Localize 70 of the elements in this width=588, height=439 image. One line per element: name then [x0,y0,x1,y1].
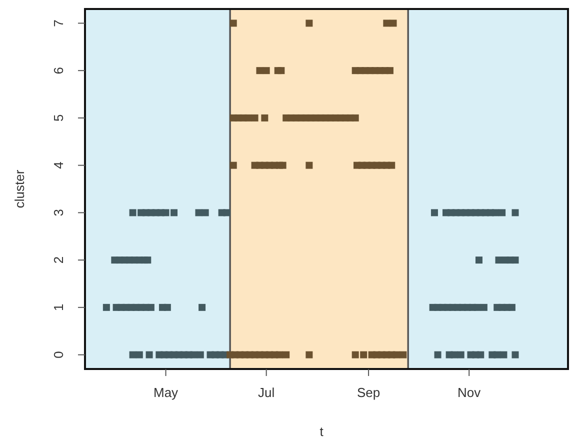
point [190,351,198,358]
y-tick-label: 7 [51,20,66,27]
point [282,351,290,358]
point [278,67,285,74]
point [102,304,110,311]
point [196,351,204,358]
point [276,351,284,358]
point [162,209,170,216]
point [256,67,264,74]
point [244,114,252,122]
point [262,67,270,74]
y-tick-label: 3 [51,209,66,216]
point [386,67,394,74]
y-tick-label: 2 [51,256,66,264]
point [223,209,230,216]
point [352,351,359,358]
point [279,162,286,169]
point [251,114,258,122]
point [450,351,458,358]
point [202,209,209,216]
x-tick-label: Nov [458,385,482,400]
y-tick-label: 0 [51,351,66,358]
x-axis-title: t [320,424,324,439]
point [512,256,519,264]
point [306,20,313,27]
point [170,209,178,216]
point [136,351,143,358]
point [500,351,508,358]
point [434,351,442,358]
point [430,209,438,216]
y-tick-label: 4 [51,162,66,169]
point [164,304,171,311]
point [144,256,152,264]
point [129,351,136,358]
point [495,256,502,264]
point [306,351,313,358]
y-tick-label: 5 [51,114,66,122]
point [147,304,154,311]
point [388,162,396,169]
point [146,351,153,358]
point [475,256,482,264]
point [494,351,501,358]
point [393,351,400,358]
x-tick-label: May [153,385,179,400]
point [390,20,397,27]
point [512,351,519,358]
point [498,209,506,216]
point [512,209,519,216]
point [400,351,407,358]
point [261,114,268,122]
point [352,114,359,122]
point [480,304,488,311]
point [195,209,202,216]
point [477,351,484,358]
point [230,162,237,169]
x-tick-label: Sep [356,385,380,400]
y-tick-label: 1 [51,304,66,312]
point [474,304,481,311]
point [508,304,516,311]
point [230,20,237,27]
x-tick-label: Jul [258,385,275,400]
point [383,20,390,27]
point [492,209,499,216]
point [198,304,206,311]
point [306,162,313,169]
point [457,351,464,358]
y-axis-title: cluster [12,169,27,208]
y-tick-label: 6 [51,66,66,74]
point [129,209,136,216]
point [360,351,368,358]
